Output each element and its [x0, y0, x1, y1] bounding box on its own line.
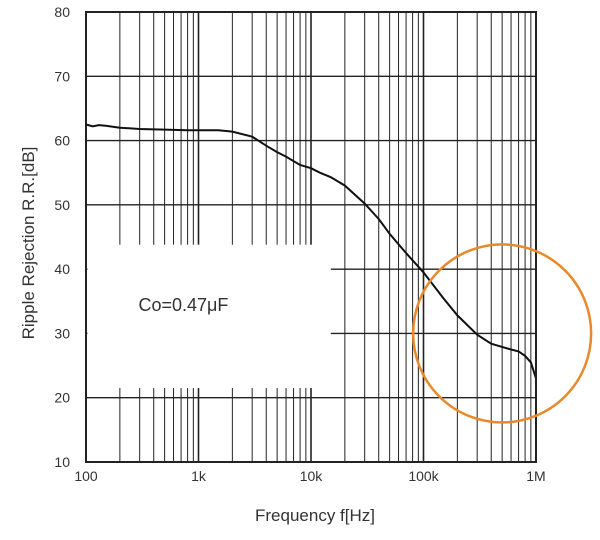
y-tick-label: 80 — [54, 4, 70, 20]
x-tick-label: 100k — [408, 468, 439, 484]
grid — [85, 11, 537, 463]
x-axis-label: Frequency f[Hz] — [255, 506, 375, 525]
y-tick-label: 40 — [54, 261, 70, 277]
x-tick-label: 10k — [300, 468, 324, 484]
y-tick-label: 10 — [54, 454, 70, 470]
series-line — [85, 123, 537, 379]
annotation-background — [87, 244, 331, 389]
plot-frame — [85, 11, 537, 463]
x-tick-labels: 100 1k 10k 100k 1M — [74, 468, 545, 484]
highlight-circle — [411, 243, 593, 424]
y-tick-label: 70 — [54, 68, 70, 84]
x-tick-label: 1M — [526, 468, 545, 484]
x-tick-label: 1k — [191, 468, 207, 484]
y-tick-label: 20 — [54, 390, 70, 406]
y-axis-label: Ripple Rejection R.R.[dB] — [19, 147, 38, 340]
y-tick-label: 50 — [54, 197, 70, 213]
y-tick-label: 60 — [54, 133, 70, 149]
y-tick-label: 30 — [54, 325, 70, 341]
x-tick-label: 100 — [74, 468, 98, 484]
y-tick-labels: 10 20 30 40 50 60 70 80 — [54, 4, 70, 470]
annotation-label: Co=0.47μF — [139, 295, 229, 315]
